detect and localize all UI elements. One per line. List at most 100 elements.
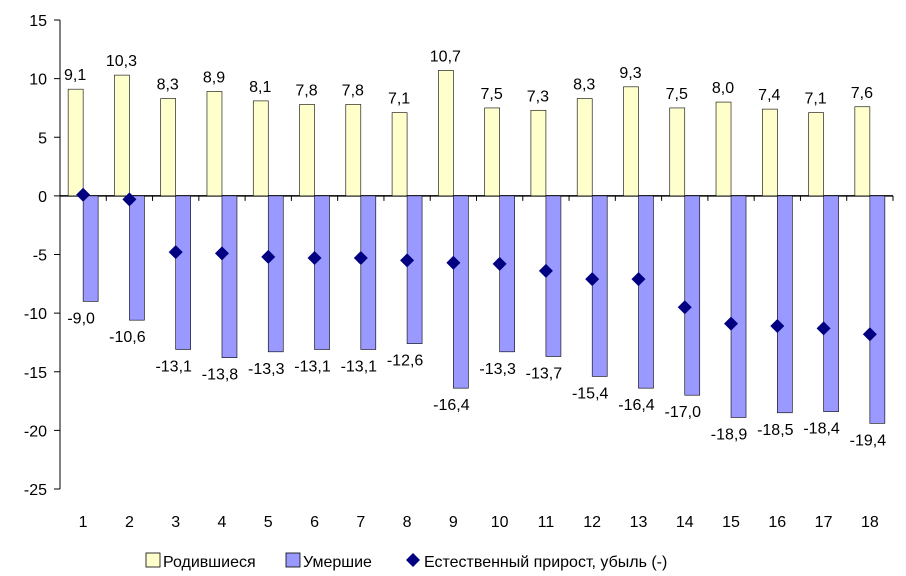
deaths-bar bbox=[453, 195, 469, 389]
deaths-bar bbox=[267, 195, 284, 353]
births-bar bbox=[345, 104, 362, 197]
legend: Родившиеся Умершие Естественный прирост, у… bbox=[145, 552, 667, 571]
births-data-label: 10,7 bbox=[430, 48, 461, 65]
deaths-data-label: -13,3 bbox=[479, 361, 516, 378]
growth-marker bbox=[446, 255, 461, 270]
growth-marker bbox=[538, 263, 553, 278]
births-data-label: 7,3 bbox=[527, 88, 549, 105]
deaths-bar bbox=[129, 195, 145, 321]
data-labels: 9,1 -9,0 10,3 -10,6 8,3 -13,1 8,9 -13,8 8,1 -13,3… bbox=[64, 48, 886, 449]
deaths-bar bbox=[221, 195, 238, 358]
y-tick-label: -20 bbox=[24, 423, 47, 440]
births-data-label: 8,1 bbox=[249, 79, 271, 96]
deaths-data-label: -13,7 bbox=[526, 366, 563, 383]
legend-swatch-births bbox=[145, 552, 161, 568]
births-bar bbox=[623, 86, 639, 197]
legend-label-deaths: Умершие bbox=[303, 554, 372, 571]
y-tick-label: -5 bbox=[33, 248, 47, 265]
deaths-data-label: -18,9 bbox=[711, 426, 748, 443]
births-data-label: 7,1 bbox=[388, 91, 410, 108]
growth-marker bbox=[168, 245, 183, 260]
growth-marker bbox=[677, 300, 692, 315]
growth-marker bbox=[353, 251, 368, 266]
growth-marker bbox=[76, 187, 91, 202]
growth-marker bbox=[862, 327, 877, 342]
births-bar bbox=[576, 98, 593, 197]
births-bar bbox=[669, 107, 686, 197]
deaths-data-label: -19,4 bbox=[850, 432, 887, 449]
deaths-data-label: -18,5 bbox=[757, 422, 794, 439]
x-axis: 1 2 3 4 5 6 7 8 9 10 11 12 13 14 15 16 17 18 bbox=[59, 195, 894, 531]
births-bar bbox=[206, 91, 223, 197]
legend-marker-growth bbox=[406, 553, 420, 567]
x-tick-label: 11 bbox=[538, 514, 555, 531]
growth-marker bbox=[307, 251, 322, 266]
deaths-data-label: -16,4 bbox=[618, 397, 655, 414]
deaths-bar bbox=[545, 195, 562, 357]
births-data-label: 7,1 bbox=[804, 91, 826, 108]
x-tick-label: 12 bbox=[583, 514, 601, 531]
growth-marker bbox=[122, 192, 137, 207]
births-bar bbox=[854, 106, 871, 197]
deaths-bar bbox=[823, 195, 839, 412]
x-tick-label: 8 bbox=[403, 514, 412, 531]
x-tick-label: 4 bbox=[218, 514, 227, 531]
births-data-label: 7,5 bbox=[481, 86, 503, 103]
births-data-label: 10,3 bbox=[106, 53, 137, 70]
deaths-bar bbox=[360, 195, 377, 350]
growth-marker bbox=[724, 316, 739, 331]
growth-marker bbox=[585, 272, 600, 287]
y-tick-label: -25 bbox=[24, 482, 47, 499]
growth-marker bbox=[770, 319, 785, 334]
births-data-label: 9,3 bbox=[619, 65, 641, 82]
deaths-data-label: -15,4 bbox=[572, 385, 609, 402]
growth-marker bbox=[631, 272, 646, 287]
marker-points bbox=[76, 187, 877, 342]
deaths-data-label: -12,6 bbox=[387, 353, 424, 370]
y-tick-label: 15 bbox=[29, 13, 47, 30]
x-tick-label: 3 bbox=[171, 514, 180, 531]
x-tick-label: 16 bbox=[768, 514, 786, 531]
x-tick-label: 13 bbox=[630, 514, 648, 531]
legend-label-growth: Естественный прирост, убыль (-) bbox=[424, 554, 667, 571]
deaths-bar bbox=[730, 195, 747, 418]
deaths-bar bbox=[406, 195, 423, 344]
growth-marker bbox=[492, 256, 507, 271]
births-data-label: 7,6 bbox=[851, 85, 873, 102]
x-tick-label: 1 bbox=[79, 514, 88, 531]
deaths-bar bbox=[499, 195, 515, 353]
x-tick-label: 5 bbox=[264, 514, 273, 531]
deaths-bar bbox=[638, 195, 654, 389]
deaths-data-label: -13,1 bbox=[341, 358, 378, 375]
births-bar bbox=[252, 100, 269, 197]
deaths-data-label: -13,1 bbox=[155, 358, 192, 375]
deaths-data-label: -16,4 bbox=[433, 397, 470, 414]
x-tick-label: 14 bbox=[676, 514, 694, 531]
deaths-bar bbox=[82, 195, 99, 302]
deaths-data-label: -13,3 bbox=[248, 361, 285, 378]
x-tick-label: 18 bbox=[861, 514, 879, 531]
births-bar bbox=[67, 88, 84, 197]
births-bar bbox=[299, 104, 315, 197]
y-tick-label: 5 bbox=[38, 130, 47, 147]
births-bar bbox=[762, 108, 778, 197]
births-data-label: 8,3 bbox=[573, 77, 595, 94]
deaths-data-label: -13,8 bbox=[202, 367, 239, 384]
deaths-bar bbox=[175, 195, 191, 350]
births-data-label: 8,9 bbox=[203, 70, 225, 87]
legend-label-births: Родившиеся bbox=[163, 554, 256, 571]
deaths-data-label: -10,6 bbox=[109, 329, 146, 346]
births-bar bbox=[808, 112, 824, 197]
x-tick-label: 17 bbox=[815, 514, 833, 531]
deaths-data-label: -13,1 bbox=[294, 358, 331, 375]
y-axis: 15 10 5 0 -5 -10 -15 -20 -25 bbox=[24, 13, 61, 499]
y-tick-label: 0 bbox=[38, 189, 47, 206]
y-tick-label: 10 bbox=[29, 72, 47, 89]
births-bar bbox=[530, 109, 547, 197]
deaths-data-label: -18,4 bbox=[803, 421, 840, 438]
deaths-bar bbox=[314, 195, 330, 350]
growth-marker bbox=[261, 249, 276, 264]
births-bar bbox=[438, 70, 454, 197]
legend-swatch-deaths bbox=[285, 552, 301, 568]
deaths-bar bbox=[591, 195, 608, 377]
